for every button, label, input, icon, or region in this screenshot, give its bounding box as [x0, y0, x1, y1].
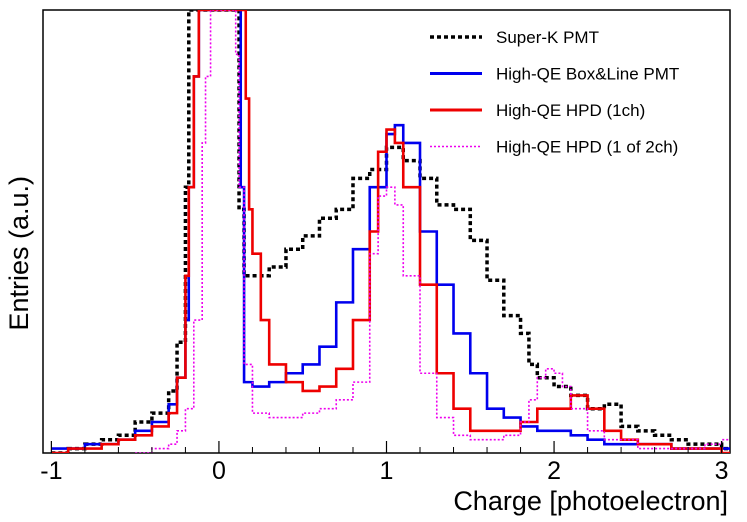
legend: Super-K PMT High-QE Box&Line PMT High-QE H… — [430, 28, 679, 157]
x-tick-label: 2 — [547, 457, 561, 485]
ticks-layer — [50, 441, 723, 453]
legend-label: Super-K PMT — [496, 28, 599, 47]
series-layer — [51, 10, 730, 453]
legend-label: High-QE Box&Line PMT — [496, 65, 679, 84]
x-tick-label: -1 — [40, 457, 62, 485]
series-line-2 — [51, 10, 730, 450]
x-tick-label: 1 — [380, 457, 394, 485]
x-tick-labels: -1 0 1 2 3 — [40, 457, 728, 485]
series-line-3 — [51, 10, 730, 453]
legend-label: High-QE HPD (1ch) — [496, 101, 645, 120]
x-tick-label: 0 — [212, 457, 226, 485]
y-axis-title: Entries (a.u.) — [4, 176, 34, 331]
legend-label: High-QE HPD (1 of 2ch) — [496, 138, 678, 157]
x-tick-label: 3 — [715, 457, 729, 485]
x-axis-title: Charge [photoelectron] — [453, 486, 728, 516]
